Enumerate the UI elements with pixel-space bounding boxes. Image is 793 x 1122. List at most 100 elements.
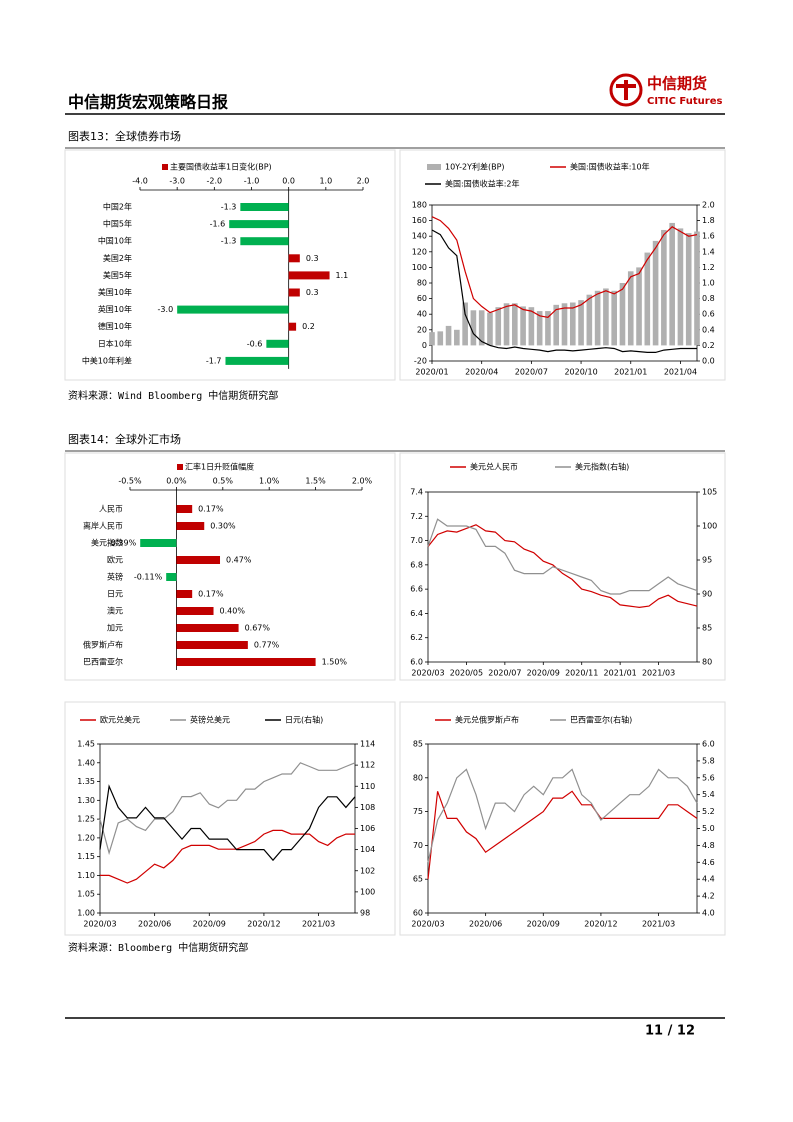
- y-tick-label: 20: [417, 325, 427, 334]
- bar: [176, 556, 221, 564]
- panel: [64, 701, 396, 936]
- logo: 中信期货 CITIC Futures: [609, 73, 722, 107]
- y2-tick-label: 4.6: [702, 858, 715, 867]
- bar: [677, 228, 684, 346]
- plot-frame: [427, 743, 698, 914]
- y2-tick-label: 1.8: [702, 216, 715, 225]
- y2-tick-label: 4.8: [702, 841, 715, 850]
- x-tick-label: 2021/01: [604, 669, 637, 678]
- legend-label: 英镑兑美元: [190, 715, 230, 725]
- x-tick-label: 0.0: [282, 177, 295, 186]
- y2-tick-label: 1.4: [702, 247, 715, 256]
- y-tick-label: 40: [417, 310, 427, 319]
- y2-tick-label: 0.0: [702, 357, 715, 366]
- x-tick-label: 2020/12: [584, 920, 617, 929]
- legend-label: 美国:国债收益率:10年: [570, 162, 650, 172]
- series-line: [431, 229, 697, 353]
- y2-tick-label: 85: [702, 624, 712, 633]
- series-line: [431, 216, 698, 318]
- x-tick-label: 1.0%: [259, 477, 280, 486]
- y-tick-label: 0: [422, 341, 427, 350]
- y-tick-label: 85: [413, 740, 423, 749]
- legend-swatch: [177, 464, 183, 470]
- y-tick-label: 60: [413, 909, 423, 918]
- y-tick-label: 6.0: [410, 658, 423, 667]
- y-tick-label: 75: [413, 807, 423, 816]
- y2-tick-label: 112: [360, 761, 375, 770]
- data-label: -1.7: [206, 356, 222, 365]
- bar: [462, 302, 468, 346]
- bar: [512, 303, 518, 346]
- panel: [64, 149, 396, 381]
- figure-source: 资料来源：Wind Bloomberg 中信期货研究部: [68, 389, 278, 402]
- x-tick-label: 2.0: [357, 177, 370, 186]
- legend-label: 美国:国债收益率:2年: [445, 179, 519, 189]
- x-tick-label: 2020/09: [527, 669, 560, 678]
- logo-ring: [609, 73, 643, 107]
- y-tick-label: 1.10: [77, 871, 95, 880]
- panel: [399, 701, 726, 936]
- y-tick-label: 6.2: [410, 633, 423, 642]
- y-tick-label: 英镑: [107, 572, 123, 582]
- y2-tick-label: 5.8: [702, 756, 715, 765]
- bar: [266, 339, 289, 348]
- y2-tick-label: 95: [702, 556, 712, 565]
- page-number: 11 / 12: [645, 1024, 695, 1039]
- y-tick-label: 中国5年: [103, 219, 132, 229]
- y-tick-label: 人民币: [99, 505, 123, 514]
- plot-frame: [427, 491, 698, 663]
- bar: [553, 304, 560, 346]
- x-tick-label: -2.0: [207, 177, 223, 186]
- y2-tick-label: 5.0: [702, 824, 715, 833]
- x-tick-label: 2020/10: [564, 368, 597, 377]
- x-tick-label: 1.5%: [305, 477, 326, 486]
- data-label: -1.3: [221, 237, 237, 246]
- y-tick-label: 日本10年: [98, 338, 132, 348]
- data-label: -0.39%: [108, 539, 137, 548]
- bar: [536, 311, 543, 346]
- y-tick-label: 1.35: [77, 777, 95, 786]
- y-tick-label: 6.6: [410, 585, 423, 594]
- data-label: 0.17%: [198, 505, 224, 514]
- x-tick-label: 2020/12: [247, 920, 280, 929]
- legend-label: 美元指数(右轴): [575, 462, 629, 472]
- bar: [652, 240, 659, 346]
- bar: [240, 203, 289, 211]
- series-line: [427, 518, 698, 595]
- data-label: -0.6: [247, 339, 263, 348]
- series-line: [100, 829, 355, 884]
- y2-tick-label: 80: [702, 658, 712, 667]
- y-tick-label: 1.25: [77, 815, 95, 824]
- bar: [594, 290, 601, 346]
- y2-tick-label: 4.2: [702, 892, 715, 901]
- x-tick-label: 2021/03: [302, 920, 335, 929]
- bar: [454, 329, 460, 346]
- x-tick-label: 2020/03: [83, 920, 116, 929]
- y-tick-label: 美元指数: [91, 538, 123, 548]
- bar: [478, 310, 485, 346]
- legend-label: 主要国债收益率1日变化(BP): [170, 162, 272, 172]
- bar: [177, 305, 289, 314]
- y-tick-label: 6.8: [410, 560, 423, 569]
- y2-tick-label: 6.0: [702, 740, 715, 749]
- x-tick-label: 0.0%: [166, 477, 187, 486]
- bar: [545, 311, 551, 346]
- bar: [487, 312, 493, 346]
- x-tick-label: 2021/03: [642, 920, 675, 929]
- x-tick-label: 2020/07: [515, 368, 548, 377]
- data-label: 0.17%: [198, 590, 224, 599]
- legend-label: 美元兑俄罗斯卢布: [455, 715, 519, 725]
- bar: [495, 307, 502, 346]
- y2-tick-label: 102: [360, 866, 375, 875]
- bar: [176, 522, 205, 530]
- bar: [176, 590, 193, 598]
- data-label: 0.67%: [245, 624, 271, 633]
- bar: [644, 252, 651, 346]
- y2-tick-label: 100: [360, 887, 375, 896]
- y2-tick-label: 1.2: [702, 263, 715, 272]
- bar: [445, 325, 452, 346]
- y-tick-label: 日元: [107, 590, 123, 599]
- y-tick-label: 美国5年: [103, 270, 132, 280]
- y2-tick-label: 4.4: [702, 875, 715, 884]
- series-line: [427, 790, 698, 880]
